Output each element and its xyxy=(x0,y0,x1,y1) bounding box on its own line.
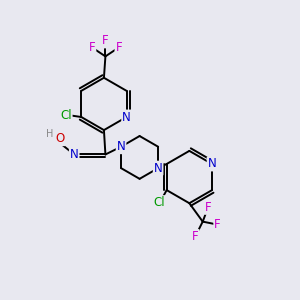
Text: F: F xyxy=(102,34,109,47)
Text: N: N xyxy=(122,110,131,124)
Text: F: F xyxy=(116,41,122,54)
Text: F: F xyxy=(192,230,199,243)
Text: N: N xyxy=(154,162,163,175)
Text: F: F xyxy=(89,41,95,54)
Text: O: O xyxy=(56,132,65,145)
Text: F: F xyxy=(214,218,221,231)
Text: N: N xyxy=(117,140,125,153)
Text: H: H xyxy=(46,129,53,139)
Text: N: N xyxy=(208,158,216,170)
Text: F: F xyxy=(205,201,211,214)
Text: Cl: Cl xyxy=(153,196,165,209)
Text: Cl: Cl xyxy=(60,109,72,122)
Text: N: N xyxy=(70,148,79,161)
